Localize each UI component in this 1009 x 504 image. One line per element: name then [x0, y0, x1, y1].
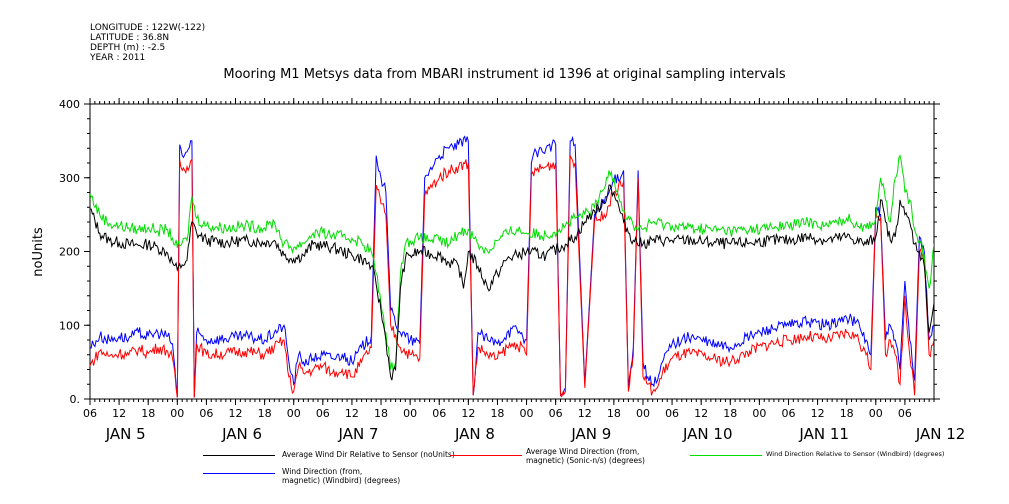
y-tick-label: 200	[59, 246, 80, 259]
legend-label-series-3: Wind Direction (from, magnetic) (Windbir…	[282, 467, 401, 485]
x-tick-label: 06	[199, 407, 213, 420]
x-tick-label: 12	[461, 407, 475, 420]
y-tick-label: 100	[59, 319, 80, 332]
ticks-layer: 0. 100 200 300 400 06 12 18 00 06 12 18 00 06 12 18 00 06…	[59, 98, 965, 443]
series-line-1	[90, 155, 934, 398]
legend-swatch-series-0	[203, 455, 275, 456]
x-tick-label: 18	[141, 407, 155, 420]
x-tick-label: 00	[752, 407, 766, 420]
day-label: JAN 7	[338, 425, 379, 443]
x-tick-label: 18	[258, 407, 272, 420]
day-label: JAN 10	[682, 425, 733, 443]
x-tick-label: 06	[316, 407, 330, 420]
x-tick-label: 18	[374, 407, 388, 420]
legend-label-series-1: Average Wind Direction (from, magnetic) …	[526, 447, 645, 465]
x-tick-label: 12	[345, 407, 359, 420]
y-tick-label: 400	[59, 98, 80, 111]
day-label: JAN 5	[105, 425, 146, 443]
x-tick-label: 00	[636, 407, 650, 420]
series-line-0	[90, 184, 934, 381]
x-tick-label: 12	[112, 407, 126, 420]
y-tick-label: 0.	[70, 393, 81, 406]
series-line-2	[90, 154, 934, 372]
day-label: JAN 6	[221, 425, 262, 443]
x-tick-label: 00	[403, 407, 417, 420]
x-tick-label: 00	[520, 407, 534, 420]
x-tick-label: 12	[811, 407, 825, 420]
x-tick-label: 00	[287, 407, 301, 420]
day-label: JAN 9	[570, 425, 611, 443]
x-tick-label: 18	[840, 407, 854, 420]
x-tick-label: 12	[229, 407, 243, 420]
legend-swatch-series-2	[690, 455, 762, 456]
x-tick-label: 00	[869, 407, 883, 420]
y-tick-label: 300	[59, 172, 80, 185]
x-tick-label: 12	[578, 407, 592, 420]
x-tick-label: 18	[723, 407, 737, 420]
meta-year: YEAR : 2011	[90, 53, 146, 63]
x-tick-label: 18	[607, 407, 621, 420]
legend-swatch-series-1	[450, 455, 522, 456]
legend-swatch-series-3	[203, 473, 275, 474]
series-line-3	[90, 135, 934, 398]
x-tick-label: 00	[170, 407, 184, 420]
day-label: JAN 11	[798, 425, 849, 443]
meta-longitude: LONGITUDE : 122W(-122)	[90, 23, 206, 33]
meta-depth: DEPTH (m) : -2.5	[90, 43, 166, 53]
series-layer	[90, 135, 934, 398]
x-tick-label: 06	[549, 407, 563, 420]
legend-label-series-2: Wind Direction Relative to Sensor (Windb…	[766, 450, 945, 458]
day-label: JAN 12	[915, 425, 966, 443]
x-tick-label: 06	[781, 407, 795, 420]
x-tick-label: 12	[694, 407, 708, 420]
x-tick-label: 18	[490, 407, 504, 420]
x-tick-label: 06	[898, 407, 912, 420]
y-axis-label: noUnits	[31, 227, 46, 277]
x-tick-label: 06	[665, 407, 679, 420]
meta-latitude: LATITUDE : 36.8N	[90, 33, 170, 43]
day-label: JAN 8	[454, 425, 495, 443]
x-tick-label: 06	[432, 407, 446, 420]
legend-label-series-0: Average Wind Dir Relative to Sensor (noU…	[282, 450, 455, 459]
x-tick-label: 06	[83, 407, 97, 420]
chart-title: Mooring M1 Metsys data from MBARI instru…	[223, 67, 786, 82]
